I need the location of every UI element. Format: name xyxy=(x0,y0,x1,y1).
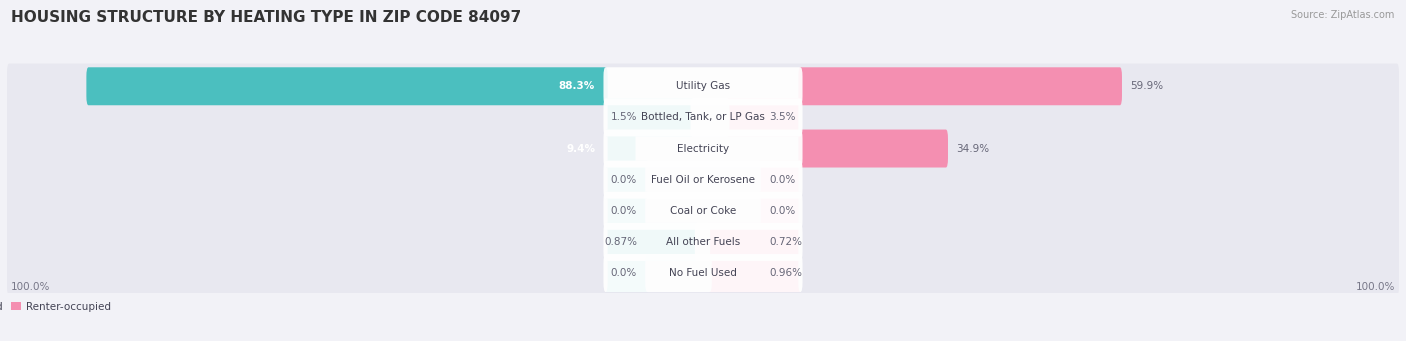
FancyBboxPatch shape xyxy=(759,192,800,230)
Text: 0.0%: 0.0% xyxy=(610,268,637,278)
Text: All other Fuels: All other Fuels xyxy=(666,237,740,247)
FancyBboxPatch shape xyxy=(603,161,803,199)
Text: 9.4%: 9.4% xyxy=(567,144,595,153)
FancyBboxPatch shape xyxy=(759,161,800,199)
Text: 0.0%: 0.0% xyxy=(610,206,637,216)
Text: 0.72%: 0.72% xyxy=(769,237,801,247)
FancyBboxPatch shape xyxy=(7,188,1399,234)
FancyBboxPatch shape xyxy=(727,99,800,136)
Text: 0.96%: 0.96% xyxy=(769,268,801,278)
Text: Utility Gas: Utility Gas xyxy=(676,81,730,91)
FancyBboxPatch shape xyxy=(7,157,1399,202)
FancyBboxPatch shape xyxy=(603,67,803,105)
FancyBboxPatch shape xyxy=(86,67,607,105)
FancyBboxPatch shape xyxy=(7,95,1399,140)
FancyBboxPatch shape xyxy=(603,254,803,292)
Text: 1.5%: 1.5% xyxy=(610,113,637,122)
Text: 59.9%: 59.9% xyxy=(1130,81,1163,91)
Text: Bottled, Tank, or LP Gas: Bottled, Tank, or LP Gas xyxy=(641,113,765,122)
Text: Fuel Oil or Kerosene: Fuel Oil or Kerosene xyxy=(651,175,755,185)
FancyBboxPatch shape xyxy=(799,130,948,167)
Text: 0.0%: 0.0% xyxy=(769,206,796,216)
Text: Source: ZipAtlas.com: Source: ZipAtlas.com xyxy=(1291,10,1395,20)
FancyBboxPatch shape xyxy=(606,254,647,292)
Text: Coal or Coke: Coal or Coke xyxy=(669,206,737,216)
FancyBboxPatch shape xyxy=(7,250,1399,296)
FancyBboxPatch shape xyxy=(606,192,647,230)
FancyBboxPatch shape xyxy=(606,130,637,167)
Text: 0.0%: 0.0% xyxy=(769,175,796,185)
FancyBboxPatch shape xyxy=(7,126,1399,171)
Text: 0.0%: 0.0% xyxy=(610,175,637,185)
FancyBboxPatch shape xyxy=(710,254,800,292)
FancyBboxPatch shape xyxy=(7,219,1399,265)
FancyBboxPatch shape xyxy=(603,99,803,136)
Legend: Owner-occupied, Renter-occupied: Owner-occupied, Renter-occupied xyxy=(0,298,115,316)
FancyBboxPatch shape xyxy=(603,192,803,230)
FancyBboxPatch shape xyxy=(603,223,803,261)
FancyBboxPatch shape xyxy=(606,99,693,136)
Text: 3.5%: 3.5% xyxy=(769,113,796,122)
Text: 0.87%: 0.87% xyxy=(605,237,637,247)
Text: 100.0%: 100.0% xyxy=(10,282,49,292)
Text: No Fuel Used: No Fuel Used xyxy=(669,268,737,278)
FancyBboxPatch shape xyxy=(606,161,647,199)
FancyBboxPatch shape xyxy=(603,130,803,167)
FancyBboxPatch shape xyxy=(709,223,800,261)
FancyBboxPatch shape xyxy=(7,63,1399,109)
Text: 88.3%: 88.3% xyxy=(558,81,595,91)
FancyBboxPatch shape xyxy=(606,223,697,261)
Text: 34.9%: 34.9% xyxy=(956,144,990,153)
Text: 100.0%: 100.0% xyxy=(1357,282,1396,292)
Text: Electricity: Electricity xyxy=(676,144,730,153)
Text: HOUSING STRUCTURE BY HEATING TYPE IN ZIP CODE 84097: HOUSING STRUCTURE BY HEATING TYPE IN ZIP… xyxy=(11,10,522,25)
FancyBboxPatch shape xyxy=(799,67,1122,105)
